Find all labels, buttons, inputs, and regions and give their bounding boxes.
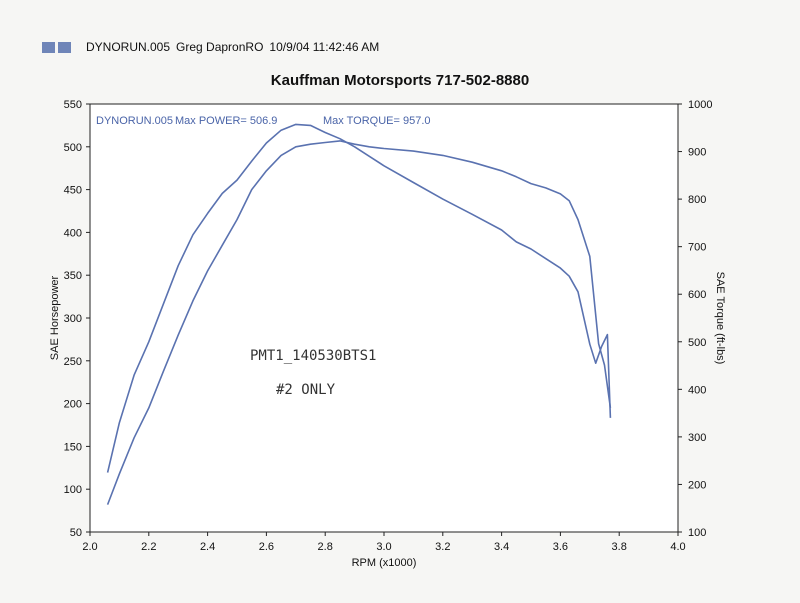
- y-left-tick-label: 100: [64, 484, 82, 496]
- y-left-tick-label: 400: [64, 227, 82, 239]
- x-tick-label: 2.4: [200, 541, 215, 553]
- y-axis-right-label: SAE Torque (ft-lbs): [714, 272, 726, 365]
- info-run: DYNORUN.005: [96, 115, 173, 127]
- info-max-torque: Max TORQUE= 957.0: [323, 115, 431, 127]
- x-tick-label: 4.0: [670, 541, 685, 553]
- y-left-tick-label: 150: [64, 441, 82, 453]
- y-right-tick-label: 800: [688, 194, 706, 206]
- header-square-icon: [42, 41, 55, 53]
- y-right-tick-label: 500: [688, 337, 706, 349]
- y-left-tick-label: 300: [64, 313, 82, 325]
- x-tick-label: 3.8: [612, 541, 627, 553]
- chart-title: Kauffman Motorsports 717-502-8880: [270, 72, 530, 89]
- y-left-tick-label: 250: [64, 356, 82, 368]
- y-left-tick-label: 200: [64, 399, 82, 411]
- y-left-tick-label: 350: [64, 270, 82, 282]
- header-operator: Greg DapronRO: [176, 40, 264, 54]
- handwritten-note-1: PMT1_140530BTS1: [250, 348, 376, 364]
- y-right-tick-label: 600: [688, 289, 706, 301]
- handwritten-note-2: #2 ONLY: [276, 382, 336, 398]
- x-tick-label: 2.8: [318, 541, 333, 553]
- x-axis-label: RPM (x1000): [352, 557, 417, 569]
- x-tick-label: 3.6: [553, 541, 568, 553]
- info-max-power: Max POWER= 506.9: [175, 115, 277, 127]
- torque-curve: [106, 123, 612, 473]
- header-datetime: 10/9/04 11:42:46 AM: [269, 40, 380, 54]
- x-tick-label: 3.4: [494, 541, 509, 553]
- y-left-tick-label: 550: [64, 99, 82, 111]
- y-right-tick-label: 1000: [688, 99, 712, 111]
- y-axis-left-label: SAE Horsepower: [49, 275, 61, 360]
- x-tick-label: 3.2: [435, 541, 450, 553]
- y-left-tick-label: 450: [64, 185, 82, 197]
- x-tick-label: 2.6: [259, 541, 274, 553]
- y-right-tick-label: 700: [688, 242, 706, 254]
- y-right-tick-label: 900: [688, 147, 706, 159]
- y-left-tick-label: 50: [70, 527, 82, 539]
- x-tick-label: 3.0: [376, 541, 391, 553]
- header-square-icon: [58, 41, 71, 53]
- y-right-tick-label: 100: [688, 527, 706, 539]
- report-header: DYNORUN.005 Greg DapronRO 10/9/04 11:42:…: [36, 40, 379, 54]
- y-right-tick-label: 400: [688, 384, 706, 396]
- y-left-tick-label: 500: [64, 142, 82, 154]
- header-file: DYNORUN.005: [86, 40, 171, 54]
- x-tick-label: 2.2: [141, 541, 156, 553]
- y-right-tick-label: 300: [688, 432, 706, 444]
- y-right-tick-label: 200: [688, 479, 706, 491]
- plot-area: [89, 103, 679, 533]
- x-tick-label: 2.0: [82, 541, 97, 553]
